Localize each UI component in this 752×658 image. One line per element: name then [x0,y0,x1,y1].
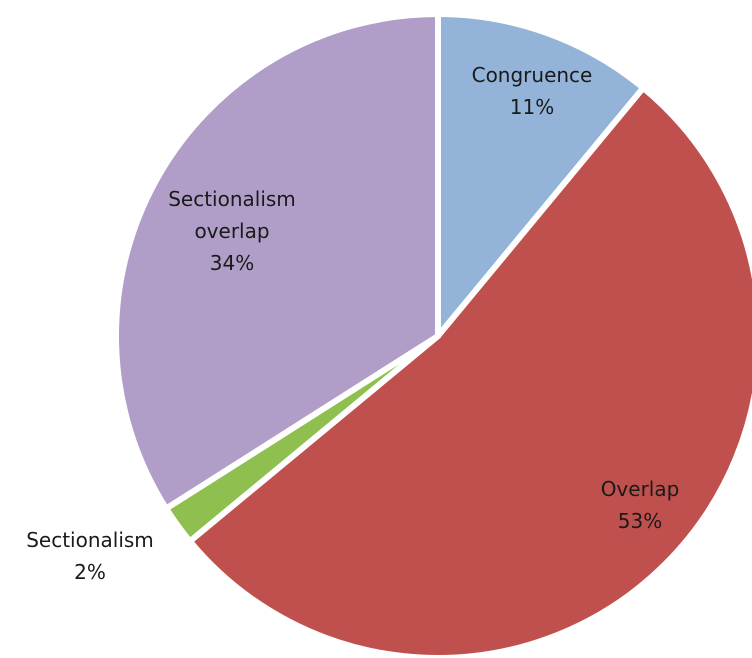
pie-label-name: Sectionalism [26,528,154,552]
pie-label-name: Overlap [601,477,680,501]
pie-label-value: 2% [74,560,106,584]
pie-label-name: Sectionalism [168,187,296,211]
pie-labels: Congruence 11%Overlap 53%Sectionalism 2%Sec… [26,63,679,584]
pie-slice-congruence [435,10,648,345]
pie-slice-overlap [185,83,752,658]
pie-slices [113,10,752,658]
pie-label-value: 53% [618,509,662,533]
pie-label-value: 34% [210,251,254,275]
pie-slice-sectionalism-overlap [113,10,441,513]
pie-label-overlap: Overlap 53% [601,477,680,533]
pie-label-name: overlap [194,219,269,243]
pie-label-sectionalism: Sectionalism 2% [26,528,154,584]
pie-label-sectionalism-overlap: Sectionalism overlap 34% [168,187,296,275]
pie-label-value: 11% [510,95,554,119]
pie-label-name: Congruence [472,63,593,87]
pie-label-congruence: Congruence 11% [472,63,593,119]
